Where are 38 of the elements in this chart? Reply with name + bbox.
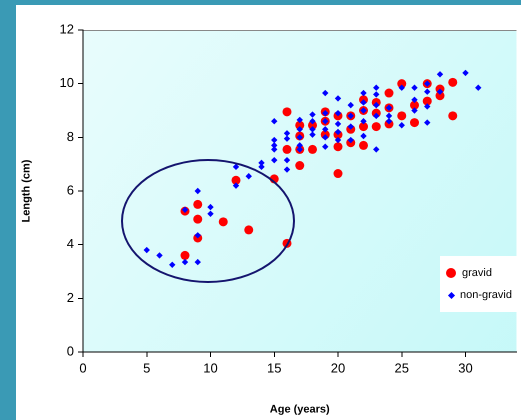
point <box>282 144 292 154</box>
point <box>448 111 458 120</box>
y-tick-label: 8 <box>66 128 74 144</box>
x-tick-label: 10 <box>203 360 218 376</box>
point <box>410 118 419 128</box>
point <box>244 225 254 234</box>
point <box>218 217 228 226</box>
point <box>193 214 202 224</box>
point <box>359 140 368 150</box>
x-tick-label: 5 <box>143 360 150 376</box>
point <box>448 78 458 87</box>
x-tick-label: 20 <box>330 360 346 376</box>
point <box>359 122 368 132</box>
y-tick-label: 10 <box>60 75 74 90</box>
point <box>422 96 432 106</box>
y-tick-label: 4 <box>66 236 74 252</box>
point <box>282 107 292 116</box>
point <box>397 111 406 120</box>
point <box>334 169 342 178</box>
legend-label: non-gravid <box>460 289 512 301</box>
x-tick-label: 15 <box>267 360 282 376</box>
y-tick-label: 12 <box>60 22 74 37</box>
point <box>295 161 304 170</box>
y-axis-title: Length (cm) <box>20 159 33 222</box>
point <box>180 250 190 260</box>
y-tick-label: 6 <box>66 182 74 198</box>
x-tick-label: 0 <box>79 360 87 376</box>
x-tick-label: 30 <box>458 360 473 376</box>
point <box>193 200 202 209</box>
point <box>372 122 381 132</box>
point <box>308 144 317 154</box>
x-axis-title: Age (years) <box>270 403 330 416</box>
y-tick-label: 2 <box>66 290 74 305</box>
x-tick-label: 25 <box>394 360 409 376</box>
point <box>334 142 342 152</box>
y-tick-label: 0 <box>66 344 74 359</box>
legend-label: gravid <box>462 267 492 279</box>
point <box>384 88 394 98</box>
